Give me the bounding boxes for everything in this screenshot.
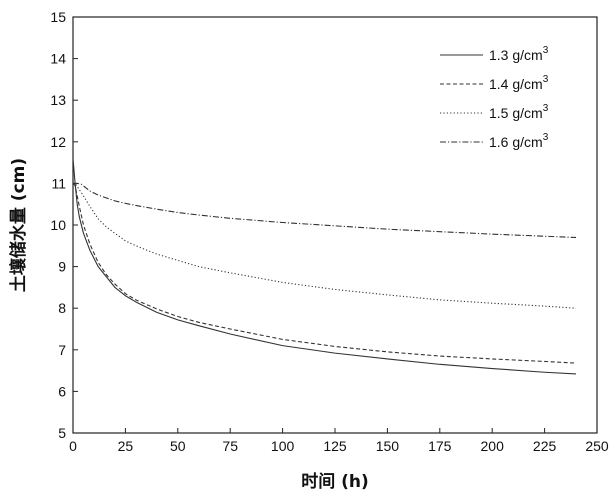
legend-label-3: 1.5 g/cm3 [489,103,549,121]
x-tick-label: 200 [481,438,505,454]
x-tick-label: 25 [118,438,134,454]
x-tick-label: 175 [428,438,452,454]
x-axis-title: 时间 (h) [301,471,369,492]
x-axis: 0 25 50 75 100 125 150 175 200 225 250 [69,428,609,454]
series-line-2 [72,183,577,364]
legend-label-text: 1.4 g/cm [489,76,543,92]
y-tick-label: 6 [58,383,66,399]
y-tick-label: 5 [58,425,66,441]
legend-label-4: 1.6 g/cm3 [489,132,549,150]
x-tick-label: 50 [170,438,186,454]
legend-label-text: 1.6 g/cm [489,134,543,150]
x-tick-label: 125 [323,438,347,454]
series-line-1 [72,158,577,375]
x-tick-label: 100 [271,438,295,454]
y-tick-label: 10 [50,217,66,233]
y-tick-label: 15 [50,9,66,25]
legend-label-text: 1.3 g/cm [489,47,543,63]
legend-label-superscript: 3 [543,74,549,85]
x-tick-label: 250 [585,438,609,454]
y-tick-label: 8 [58,300,66,316]
y-tick-label: 11 [51,175,66,191]
y-tick-label: 12 [50,134,66,150]
legend-label-superscript: 3 [543,45,549,56]
y-tick-label: 7 [58,342,66,358]
y-axis-title: 土壤储水量 (cm) [8,158,29,292]
series-line-4 [73,182,577,239]
y-tick-label: 14 [50,51,66,67]
x-tick-label: 75 [222,438,238,454]
x-tick-label: 0 [69,438,77,454]
x-tick-label: 150 [376,438,400,454]
x-tick-label: 225 [533,438,557,454]
legend-label-1: 1.3 g/cm3 [489,45,549,63]
series-line-3 [73,182,577,309]
legend-label-2: 1.4 g/cm3 [489,74,549,92]
legend-label-superscript: 3 [543,103,549,114]
legend-label-text: 1.5 g/cm [489,105,543,121]
y-tick-label: 13 [50,92,66,108]
series-layer [72,158,577,375]
y-axis: 5 6 7 8 9 10 11 12 13 14 15 [50,9,78,441]
y-tick-label: 9 [58,259,66,275]
legend-label-superscript: 3 [543,132,549,143]
